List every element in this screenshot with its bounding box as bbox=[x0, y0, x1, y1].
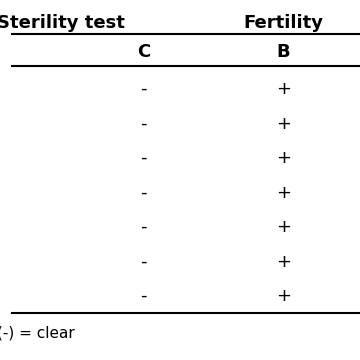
Text: +: + bbox=[276, 287, 291, 305]
Text: -: - bbox=[140, 218, 147, 236]
Text: -: - bbox=[140, 252, 147, 270]
Text: +: + bbox=[276, 149, 291, 167]
Text: -: - bbox=[140, 80, 147, 98]
Text: Sterility test: Sterility test bbox=[0, 14, 125, 32]
Text: +: + bbox=[276, 252, 291, 270]
Text: -: - bbox=[140, 287, 147, 305]
Text: -: - bbox=[140, 115, 147, 133]
Text: -: - bbox=[140, 149, 147, 167]
Text: Fertility: Fertility bbox=[243, 14, 323, 32]
Text: B: B bbox=[276, 43, 290, 61]
Text: C: C bbox=[137, 43, 150, 61]
Text: -: - bbox=[140, 184, 147, 202]
Text: +: + bbox=[276, 80, 291, 98]
Text: +: + bbox=[276, 218, 291, 236]
Text: (-) = clear: (-) = clear bbox=[0, 325, 75, 341]
Text: +: + bbox=[276, 115, 291, 133]
Text: +: + bbox=[276, 184, 291, 202]
